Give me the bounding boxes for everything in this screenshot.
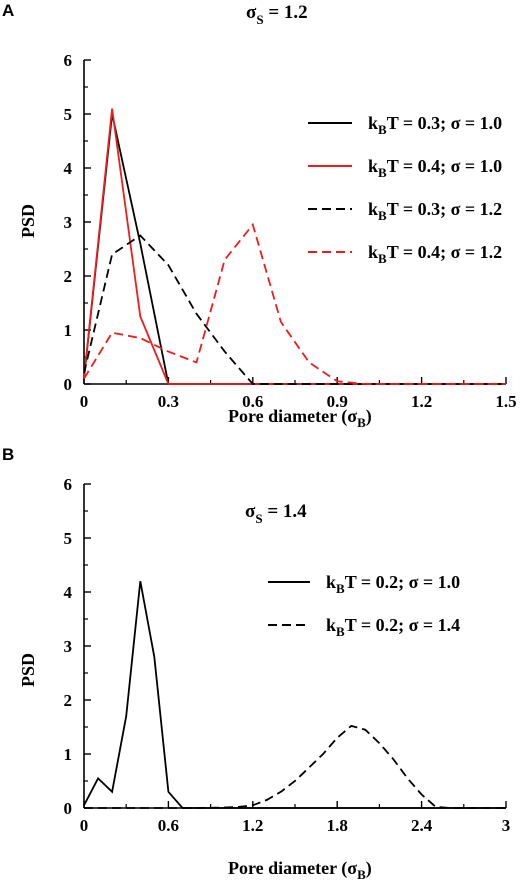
panel-a: A σS = 1.2 0 1 2 3 4 5 6 0 0.3 0.6 0.9 1.2 1.5 kBT =… [2, 1, 517, 430]
x-tick-label-b: 1.8 [327, 816, 348, 835]
series-line-a-4 [83, 222, 506, 385]
chart-title-a: σS = 1.2 [246, 2, 308, 27]
x-axis-title-a-base: Pore diameter (σ [228, 406, 357, 427]
chart-title-a-base: σ [246, 2, 257, 23]
legend-label-a-3: kBT = 0.3; σ = 1.2 [368, 199, 502, 223]
legend-label-a-4: kBT = 0.4; σ = 1.2 [368, 242, 502, 266]
y-tick-label-a: 3 [64, 213, 73, 232]
y-tick-label-b: 3 [64, 637, 73, 656]
series-line-b-2 [84, 724, 506, 809]
y-tick-label-a: 0 [64, 375, 73, 394]
y-axis-title-b: PSD [18, 653, 38, 687]
axes-a: 0 1 2 3 4 5 6 0 0.3 0.6 0.9 1.2 1.5 [64, 51, 517, 411]
x-axis-title-b: Pore diameter (σB) [228, 858, 372, 882]
x-axis-title-a-rest: ) [366, 406, 372, 427]
x-tick-label-b: 0 [80, 816, 89, 835]
y-tick-label-a: 1 [64, 321, 73, 340]
x-axis-title-a: Pore diameter (σB) [228, 406, 372, 430]
panel-letter-b: B [2, 445, 14, 464]
y-tick-label-b: 5 [64, 529, 73, 548]
x-tick-label-a: 0.3 [158, 392, 179, 411]
y-tick-label-b: 6 [64, 475, 73, 494]
y-tick-label-a: 5 [64, 105, 73, 124]
x-tick-label-a: 1.5 [495, 392, 516, 411]
legend-a: kBT = 0.3; σ = 1.0 kBT = 0.4; σ = 1.0 kBT … [308, 113, 502, 266]
x-tick-label-a: 0.9 [327, 392, 348, 411]
y-axis-title-a: PSD [18, 204, 38, 238]
axes-b: 0 1 2 3 4 5 6 0 0.6 1.2 1.8 2.4 3 [64, 475, 511, 835]
x-tick-label-b: 0.6 [158, 816, 179, 835]
series-lines-b [83, 581, 506, 809]
x-axis-title-b-base: Pore diameter (σ [228, 858, 357, 879]
y-tick-label-a: 2 [64, 267, 73, 286]
legend-b: kBT = 0.2; σ = 1.0 kBT = 0.2; σ = 1.4 [268, 572, 460, 639]
y-tick-label-a: 6 [64, 51, 73, 70]
x-axis-title-b-sub: B [357, 867, 366, 882]
chart-title-a-rest: = 1.2 [264, 2, 308, 23]
x-axis-title-b-rest: ) [366, 858, 372, 879]
x-axis-title-a-sub: B [357, 415, 366, 430]
x-tick-label-a: 0.6 [242, 392, 263, 411]
legend-label-a-1: kBT = 0.3; σ = 1.0 [368, 113, 502, 137]
x-tick-label-b: 2.4 [411, 816, 433, 835]
y-tick-label-b: 0 [64, 799, 73, 818]
y-tick-label-b: 2 [64, 691, 73, 710]
x-tick-label-a: 0 [80, 392, 89, 411]
y-tick-label-b: 1 [64, 745, 73, 764]
chart-title-a-sub: S [256, 12, 263, 27]
panel-b: B σS = 1.4 0 1 2 3 4 5 6 0 0.6 1.2 1.8 2.4 3 kBT = 0… [2, 445, 510, 882]
y-tick-label-b: 4 [64, 583, 73, 602]
panel-letter-a: A [2, 1, 14, 20]
legend-label-b-1: kBT = 0.2; σ = 1.0 [326, 572, 460, 596]
x-tick-label-b: 1.2 [242, 816, 263, 835]
x-tick-label-b: 3 [502, 816, 511, 835]
chart-title-b-rest: = 1.4 [263, 501, 308, 522]
series-lines-a [83, 108, 506, 385]
legend-label-b-2: kBT = 0.2; σ = 1.4 [326, 615, 460, 639]
x-tick-label-a: 1.2 [411, 392, 432, 411]
chart-title-b-sub: S [255, 511, 262, 526]
chart-title-b: σS = 1.4 [245, 501, 307, 526]
y-tick-label-a: 4 [64, 159, 73, 178]
chart-title-b-base: σ [245, 501, 256, 522]
legend-label-a-2: kBT = 0.4; σ = 1.0 [368, 156, 502, 180]
